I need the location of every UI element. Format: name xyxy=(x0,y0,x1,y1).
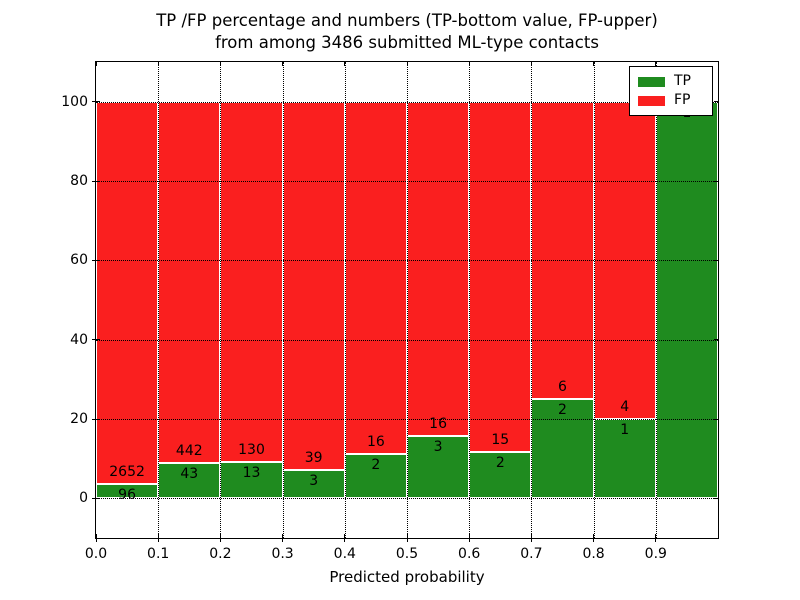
legend: TP FP xyxy=(629,66,713,116)
x-tick-mark-top xyxy=(593,62,595,66)
x-tick-label: 0.5 xyxy=(395,546,419,562)
y-tick-mark xyxy=(92,418,100,420)
y-tick-label: 40 xyxy=(70,331,88,348)
x-tick-mark-top xyxy=(530,62,532,66)
chart-title-line-2: from among 3486 submitted ML-type contac… xyxy=(215,33,599,52)
x-tick-mark-top xyxy=(95,62,97,66)
x-tick-label: 0.4 xyxy=(333,546,356,562)
y-tick-mark-right xyxy=(714,418,718,420)
tp-bar-segment xyxy=(158,463,221,499)
tp-bar-segment xyxy=(469,451,532,499)
x-tick-label: 0.6 xyxy=(458,546,481,562)
fp-bar-segment xyxy=(96,101,159,485)
x-tick-label: 0.3 xyxy=(271,546,294,562)
y-tick-label: 20 xyxy=(70,411,88,427)
x-tick-label: 0.1 xyxy=(147,546,170,562)
y-tick-label: 100 xyxy=(61,93,88,110)
legend-entry-tp: TP xyxy=(638,72,704,91)
x-tick-mark-top xyxy=(344,62,346,66)
y-tick-mark-right xyxy=(714,339,718,341)
x-tick-mark xyxy=(157,534,159,542)
x-tick-label: 0.9 xyxy=(644,546,667,562)
tp-bar-segment xyxy=(220,462,283,499)
tp-bar-segment xyxy=(96,484,159,499)
tp-bar-segment xyxy=(531,399,594,499)
legend-label-tp: TP xyxy=(674,73,691,89)
tp-bar-segment xyxy=(655,101,718,499)
plot-area: 265296442431301339316216315262411 020406… xyxy=(61,61,719,562)
fp-bar-segment xyxy=(593,101,656,419)
x-axis-label: Predicted probability xyxy=(329,568,485,586)
fp-bar-segment xyxy=(158,101,221,464)
x-tick-mark xyxy=(219,534,221,542)
x-tick-mark-top xyxy=(406,62,408,66)
y-tick-label: 0 xyxy=(79,490,88,507)
fp-bar-segment xyxy=(469,101,532,452)
x-tick-mark xyxy=(406,534,408,542)
fp-bar-segment xyxy=(282,101,345,470)
y-tick-mark xyxy=(92,180,100,182)
x-tick-mark xyxy=(593,534,595,542)
chart-title: TP /FP percentage and numbers (TP-bottom… xyxy=(96,10,718,54)
y-tick-label: 60 xyxy=(70,252,88,269)
chart-title-line-1: TP /FP percentage and numbers (TP-bottom… xyxy=(156,11,658,30)
tp-bar-segment xyxy=(407,435,470,499)
legend-label-fp: FP xyxy=(674,92,691,108)
x-tick-mark xyxy=(468,534,470,542)
tp-bar-segment xyxy=(344,454,407,499)
x-tick-mark-top xyxy=(219,62,221,66)
tp-bar-segment xyxy=(282,470,345,499)
x-tick-label: 0.7 xyxy=(520,546,543,562)
y-tick-mark xyxy=(92,101,100,103)
x-tick-mark-top xyxy=(468,62,470,66)
tp-bar-segment xyxy=(593,419,656,499)
legend-entry-fp: FP xyxy=(638,91,704,110)
y-tick-label: 80 xyxy=(70,173,88,189)
tp-color-swatch xyxy=(638,76,665,87)
y-tick-mark-right xyxy=(714,497,718,499)
fp-bar-segment xyxy=(344,101,407,455)
fp-color-swatch xyxy=(638,95,665,106)
x-tick-label: 0.2 xyxy=(209,546,232,562)
fp-bar-segment xyxy=(407,101,470,436)
y-tick-mark xyxy=(92,259,100,261)
x-tick-mark-top xyxy=(282,62,284,66)
x-tick-mark xyxy=(530,534,532,542)
y-gridline xyxy=(96,498,718,500)
y-tick-mark-right xyxy=(714,180,718,182)
y-tick-mark-right xyxy=(714,259,718,261)
x-tick-mark xyxy=(282,534,284,542)
x-tick-label: 0.0 xyxy=(84,546,108,562)
fp-bar-segment xyxy=(531,101,594,400)
x-tick-mark xyxy=(344,534,346,542)
x-tick-mark xyxy=(655,534,657,542)
x-tick-label: 0.8 xyxy=(582,546,605,562)
y-tick-mark xyxy=(92,339,100,341)
y-tick-mark-right xyxy=(714,101,718,103)
fp-bar-segment xyxy=(220,101,283,463)
y-tick-mark xyxy=(92,497,100,499)
x-tick-mark-top xyxy=(157,62,159,66)
x-tick-mark xyxy=(95,534,97,542)
